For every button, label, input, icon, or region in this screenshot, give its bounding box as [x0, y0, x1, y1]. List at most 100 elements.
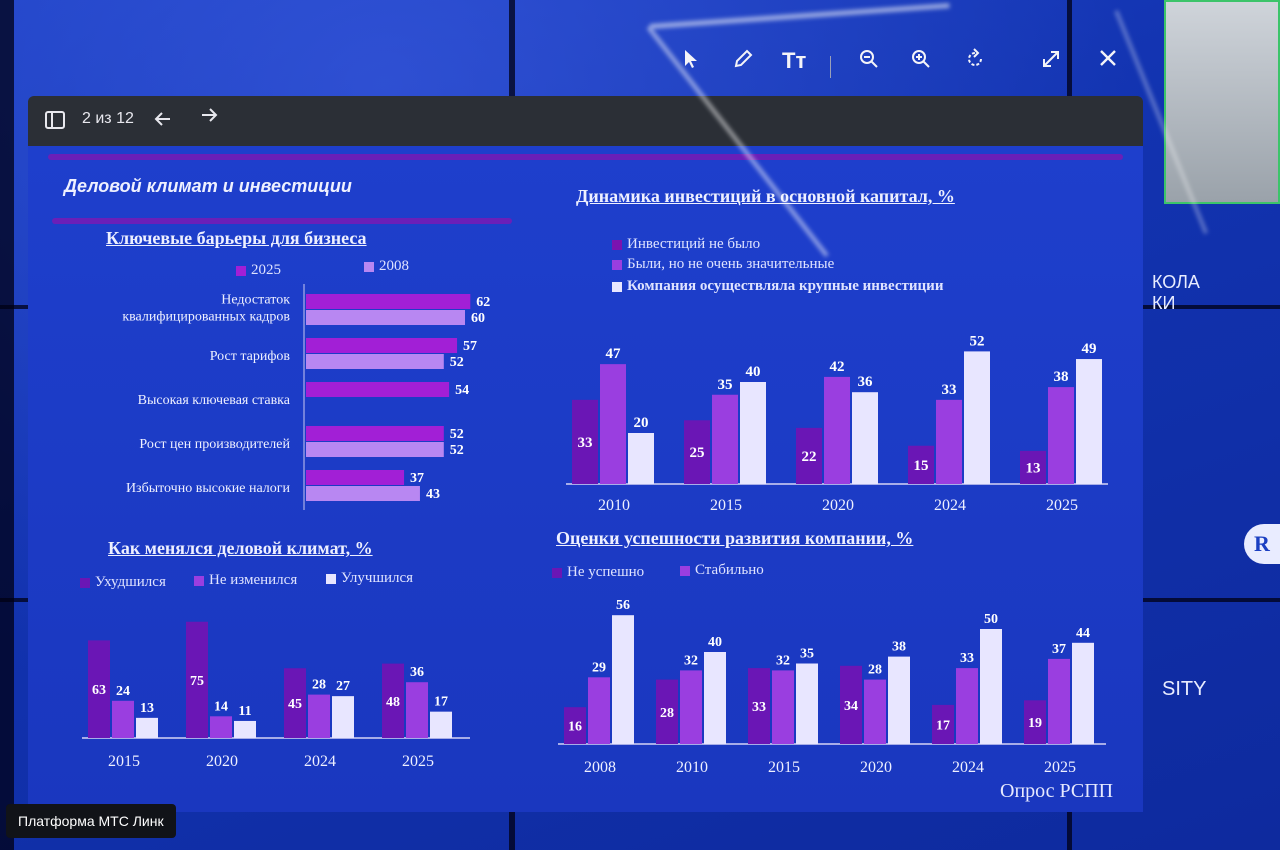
legend-label: 2008 — [379, 258, 409, 274]
barriers-chart-title: Ключевые барьеры для бизнеса — [106, 228, 367, 248]
success-chart-bar — [932, 704, 954, 744]
barrier-category-label: Недостаток — [221, 293, 290, 308]
cursor-icon[interactable] — [682, 48, 702, 76]
legend-swatch — [326, 573, 336, 584]
barrier-value-label: 37 — [410, 471, 424, 486]
success-chart-category-label: 2008 — [584, 759, 616, 776]
climate-chart-value-label: 28 — [312, 678, 326, 693]
climate-legend-2: Не изменился — [194, 572, 297, 589]
climate-chart-bar — [112, 700, 134, 738]
success-chart-bar — [956, 668, 978, 744]
climate-chart-category-label: 2025 — [402, 753, 434, 770]
climate-chart-value-label: 63 — [92, 683, 106, 698]
climate-chart-value-label: 27 — [336, 679, 350, 694]
climate-chart-value-label: 24 — [116, 684, 130, 699]
legend-label: Стабильно — [695, 562, 764, 578]
investments-chart-bar — [796, 427, 822, 484]
success-chart-bar — [772, 670, 794, 744]
success-chart-value-label: 40 — [708, 635, 722, 650]
barrier-bar — [306, 294, 471, 309]
legend-swatch — [680, 565, 690, 576]
barrier-value-label: 54 — [455, 383, 469, 398]
platform-label: Платформа МТС Линк — [6, 804, 176, 838]
success-chart-value-label: 34 — [844, 699, 858, 714]
climate-chart-value-label: 48 — [386, 695, 400, 710]
close-icon[interactable] — [1098, 48, 1118, 74]
success-chart-bar — [612, 615, 634, 744]
arrow-right-icon[interactable] — [198, 104, 220, 131]
barrier-value-label: 52 — [450, 443, 464, 458]
barrier-bar — [306, 426, 444, 441]
source-note: Опрос РСПП — [1000, 780, 1114, 802]
success-chart-value-label: 33 — [960, 651, 974, 666]
climate-chart-value-label: 75 — [190, 674, 204, 689]
expand-icon[interactable] — [1040, 48, 1062, 76]
arrow-left-icon[interactable] — [152, 108, 174, 135]
legend-label: Инвестиций не было — [627, 236, 761, 252]
success-chart-value-label: 33 — [752, 700, 766, 715]
success-chart-value-label: 37 — [1052, 642, 1066, 657]
success-chart-bar — [704, 652, 726, 744]
climate-chart-value-label: 14 — [214, 699, 228, 714]
legend-swatch — [236, 265, 246, 276]
investments-chart-category-label: 2025 — [1046, 497, 1078, 514]
investments-chart-value-label: 38 — [1054, 369, 1069, 385]
investments-legend-1: Инвестиций не было — [612, 236, 760, 253]
legend-swatch — [80, 577, 90, 588]
climate-chart-bar — [88, 640, 110, 738]
barrier-bar — [306, 382, 450, 397]
success-chart-value-label: 50 — [984, 612, 998, 627]
zoom-in-icon[interactable] — [910, 48, 932, 76]
climate-legend-3: Улучшился — [326, 570, 413, 587]
page-counter: 2 из 12 — [82, 110, 134, 127]
climate-chart-bar — [210, 716, 232, 738]
barrier-category-label: Избыточно высокие налоги — [126, 481, 291, 496]
legend-label: Улучшился — [341, 570, 414, 586]
success-chart-value-label: 32 — [776, 653, 790, 668]
investments-chart-value-label: 52 — [970, 333, 985, 349]
legend-label: Ухудшился — [95, 574, 166, 590]
barrier-bar — [306, 442, 444, 457]
climate-chart-title: Как менялся деловой климат, % — [108, 538, 373, 558]
success-chart-value-label: 28 — [660, 706, 674, 721]
zoom-out-icon[interactable] — [858, 48, 880, 76]
rotate-icon[interactable] — [964, 48, 986, 76]
barrier-category-label: Рост цен производителей — [139, 437, 290, 452]
barrier-category-label: Рост тарифов — [210, 349, 291, 364]
wall-text-line: КИ — [1152, 293, 1176, 313]
climate-chart-bar — [136, 717, 158, 738]
success-chart-value-label: 19 — [1028, 716, 1042, 731]
climate-chart: 63 24 13 2015 75 14 11 2020 45 28 27 2024 48 36 17 2025 — [82, 621, 470, 770]
investments-chart-bar — [684, 420, 710, 484]
investments-chart-value-label: 36 — [858, 374, 874, 390]
barrier-bar — [306, 354, 444, 369]
success-chart-bar — [748, 668, 770, 744]
success-chart-category-label: 2020 — [860, 759, 892, 776]
tools-divider — [830, 56, 831, 78]
success-chart-value-label: 16 — [568, 720, 582, 735]
investments-chart-bar — [1048, 387, 1074, 484]
success-chart-value-label: 28 — [868, 663, 882, 678]
legend-label: Были, но не очень значительные — [627, 256, 835, 272]
investments-chart-value-label: 20 — [634, 415, 649, 431]
climate-chart-value-label: 11 — [238, 704, 251, 719]
legend-label: 2025 — [251, 262, 281, 278]
barrier-value-label: 57 — [463, 339, 477, 354]
wall-text-mid: SITY — [1162, 678, 1207, 700]
text-icon[interactable]: Тт — [782, 48, 807, 73]
legend-swatch — [552, 567, 562, 578]
camera-preview[interactable] — [1164, 0, 1280, 204]
success-chart-bar — [1024, 700, 1046, 744]
legend-swatch — [364, 261, 374, 272]
barrier-bar — [306, 338, 458, 353]
sidebar-icon[interactable] — [44, 110, 66, 135]
viewer-toolbar: 2 из 12 — [28, 96, 1143, 146]
climate-chart-category-label: 2024 — [304, 753, 336, 770]
investments-chart-bar — [628, 433, 654, 484]
pen-icon[interactable] — [732, 48, 754, 76]
wall-seam — [0, 0, 14, 850]
climate-chart-bar — [186, 621, 208, 738]
barrier-bar — [306, 486, 420, 501]
success-chart-title: Оценки успешности развития компании, % — [556, 528, 914, 548]
